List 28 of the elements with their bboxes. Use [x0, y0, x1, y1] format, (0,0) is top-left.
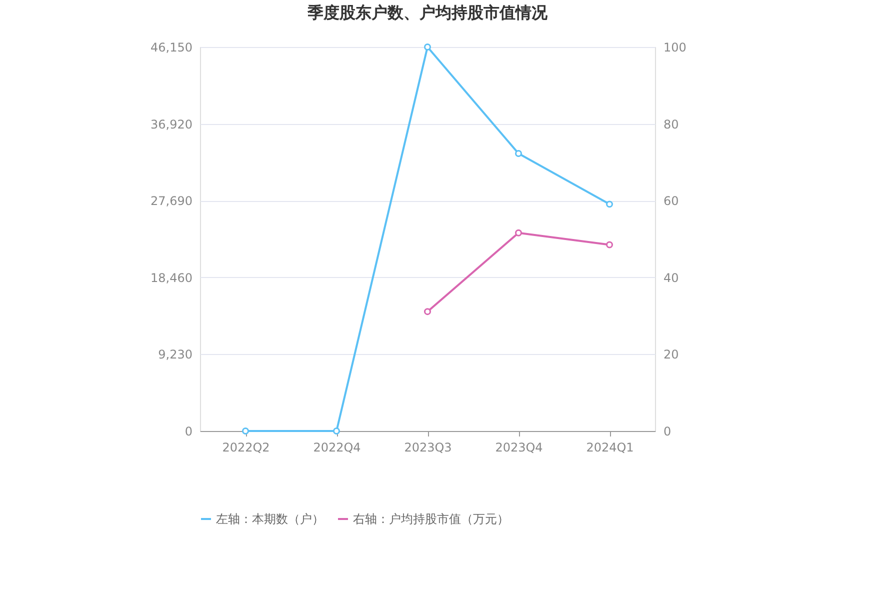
y-tick-label: 36,920 — [150, 117, 192, 132]
legend-label: 左轴：本期数（户） — [216, 512, 324, 526]
point — [424, 308, 431, 316]
y-tick-label: 18,460 — [150, 270, 192, 285]
x-tick-label: 2023Q3 — [404, 440, 452, 454]
x-tick-label: 2022Q2 — [222, 440, 270, 454]
x-tick-label: 2022Q4 — [313, 440, 361, 454]
y-tick-label: 0 — [184, 424, 192, 438]
point — [606, 200, 613, 208]
y2-tick-label: 40 — [664, 270, 679, 285]
y2-tick-label: 80 — [664, 117, 679, 132]
chart-title: 季度股东户数、户均持股市值情况 — [306, 3, 548, 22]
x-tick-label: 2023Q4 — [495, 440, 543, 454]
x-tick-label: 2024Q1 — [586, 440, 634, 454]
y2-tick-label: 100 — [664, 40, 686, 54]
point — [242, 428, 249, 434]
y2-tick-label: 60 — [664, 194, 679, 208]
point — [515, 229, 522, 236]
point — [333, 428, 340, 434]
point — [424, 44, 431, 50]
point — [606, 241, 613, 248]
y-tick-label: 9,230 — [158, 348, 192, 362]
legend-label: 右轴：户均持股市值（万元） — [353, 512, 509, 526]
point — [515, 150, 522, 157]
y-tick-label: 46,150 — [150, 40, 192, 54]
y2-tick-label: 20 — [664, 348, 679, 362]
y-tick-label: 27,690 — [150, 194, 192, 208]
y2-tick-label: 0 — [664, 424, 672, 438]
